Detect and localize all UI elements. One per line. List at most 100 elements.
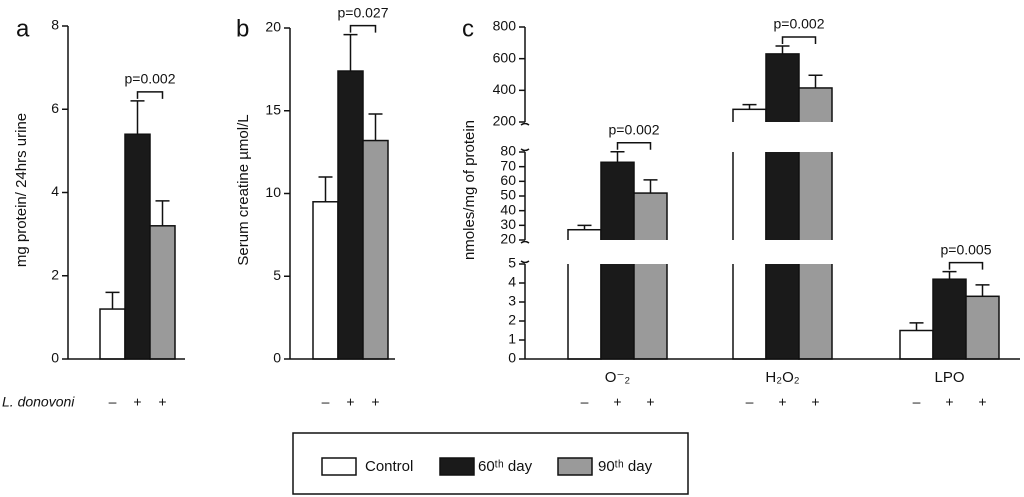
y-tick-label: 200 — [493, 113, 517, 129]
error-bar — [909, 322, 924, 331]
x-category-label: LPO — [934, 369, 964, 386]
x-category-label: O⁻₂ — [605, 369, 631, 386]
y-tick-label: 30 — [500, 216, 516, 232]
y-tick-label: 10 — [265, 184, 281, 200]
x-sign: – — [913, 394, 921, 410]
bar — [965, 295, 1000, 360]
axis-break — [520, 122, 530, 126]
p-value: p=0.002 — [609, 121, 660, 137]
p-value: p=0.002 — [125, 71, 176, 87]
significance-bracket — [948, 261, 984, 270]
error-bar — [318, 176, 333, 202]
y-tick-label: 2 — [51, 266, 59, 282]
error-bar — [742, 103, 757, 110]
axis-break-gap — [526, 122, 1021, 152]
error-bar — [130, 100, 145, 135]
significance-bracket — [781, 36, 817, 44]
error-bar — [368, 113, 383, 141]
x-sign: + — [778, 394, 786, 410]
p-value: p=0.005 — [941, 241, 992, 257]
row-label: L. donovoni — [2, 394, 75, 410]
x-sign: – — [581, 394, 589, 410]
y-tick-label: 0 — [273, 350, 281, 366]
x-sign: – — [322, 394, 330, 410]
panel-label: c — [462, 15, 474, 42]
x-sign: + — [133, 394, 141, 410]
error-bar — [775, 45, 790, 54]
legend-swatch — [321, 457, 357, 476]
y-tick-label: 0 — [51, 350, 59, 366]
bar — [149, 225, 176, 360]
y-tick-label: 60 — [500, 172, 516, 188]
x-sign: + — [811, 394, 819, 410]
y-tick-label: 80 — [500, 143, 516, 159]
p-value: p=0.027 — [338, 4, 389, 20]
bar — [899, 329, 934, 360]
x-sign: + — [945, 394, 953, 410]
y-tick-label: 50 — [500, 187, 516, 203]
error-bar — [808, 74, 823, 88]
x-sign: + — [613, 394, 621, 410]
y-axis-label: nmoles/mg of protein — [461, 120, 478, 260]
bar — [124, 133, 151, 360]
x-category-label: H₂O₂ — [765, 369, 799, 386]
axis-break — [520, 260, 530, 264]
y-tick-label: 4 — [508, 274, 516, 290]
axis-break — [520, 240, 530, 244]
significance-bracket — [349, 24, 377, 33]
error-bar — [343, 33, 358, 72]
y-tick-label: 5 — [508, 255, 516, 271]
y-tick-label: 3 — [508, 293, 516, 309]
y-tick-label: 8 — [51, 17, 59, 33]
axis-break-gap — [526, 240, 1021, 264]
x-sign: + — [978, 394, 986, 410]
y-tick-label: 600 — [493, 49, 517, 65]
bar — [765, 53, 800, 360]
bar — [932, 278, 967, 360]
bar — [99, 308, 126, 360]
error-bar — [975, 284, 990, 297]
x-sign: – — [109, 394, 117, 410]
y-tick-label: 15 — [265, 101, 281, 117]
y-axis-label: mg protein/ 24hrs urine — [13, 113, 30, 267]
error-bar — [577, 224, 592, 230]
legend-swatch — [557, 457, 593, 476]
panel-label: b — [236, 15, 249, 42]
x-sign: + — [371, 394, 379, 410]
x-sign: + — [646, 394, 654, 410]
axis-break — [520, 148, 530, 152]
significance-bracket — [616, 142, 652, 150]
y-tick-label: 1 — [508, 331, 516, 347]
error-bar — [105, 291, 120, 310]
error-bar — [942, 270, 957, 280]
y-tick-label: 20 — [500, 231, 516, 247]
y-tick-label: 5 — [273, 267, 281, 283]
bar — [633, 192, 668, 360]
legend-label: 60ᵗʰ day — [478, 458, 533, 475]
bar — [312, 201, 339, 360]
error-bar — [643, 179, 658, 194]
x-sign: + — [158, 394, 166, 410]
y-tick-label: 6 — [51, 100, 59, 116]
legend-label: Control — [365, 458, 413, 475]
x-sign: + — [346, 394, 354, 410]
y-tick-label: 800 — [493, 18, 517, 34]
y-tick-label: 0 — [508, 350, 516, 366]
panel-label: a — [16, 15, 30, 42]
legend-box — [292, 432, 689, 495]
bar — [362, 139, 389, 360]
y-tick-label: 20 — [265, 19, 281, 35]
y-tick-label: 2 — [508, 312, 516, 328]
p-value: p=0.002 — [774, 16, 825, 32]
x-sign: – — [746, 394, 754, 410]
error-bar — [155, 200, 170, 226]
legend-label: 90ᵗʰ day — [598, 458, 653, 475]
y-tick-label: 400 — [493, 81, 517, 97]
legend-swatch — [439, 457, 475, 476]
y-axis-label: Serum creatine µmol/L — [235, 114, 252, 265]
significance-bracket — [136, 91, 164, 99]
y-tick-label: 70 — [500, 157, 516, 173]
error-bar — [610, 151, 625, 163]
